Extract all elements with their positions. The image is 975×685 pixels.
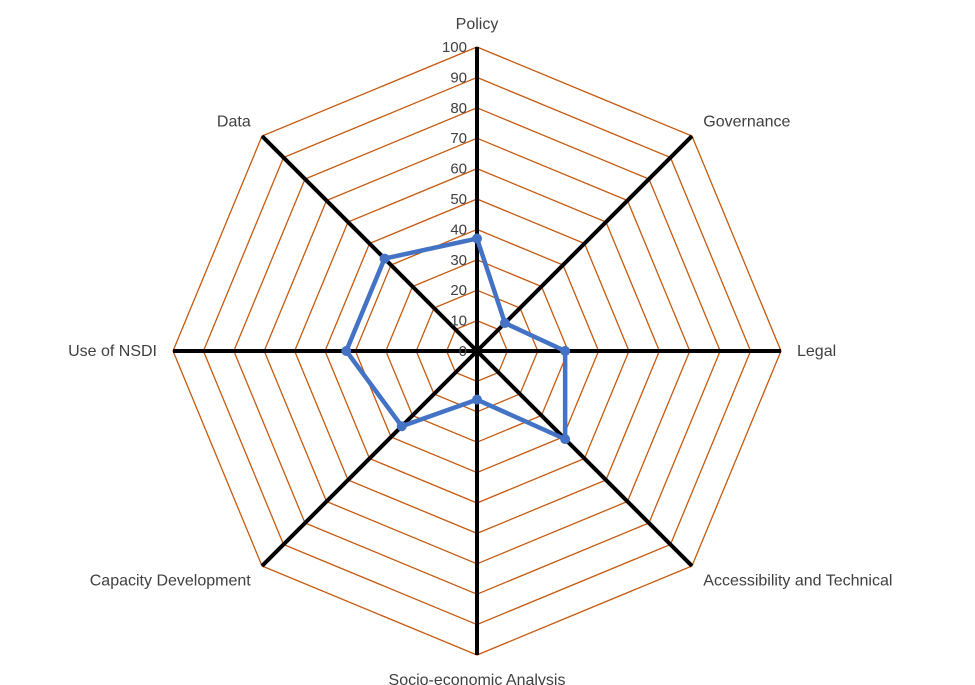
tick-label-20: 20 [450,282,467,299]
axis-label-legal: Legal [797,343,836,360]
axis-category-labels: Policy Governance Legal Accessibility and T… [68,16,892,685]
tick-label-50: 50 [450,191,467,208]
series-point-5 [396,421,407,432]
series-point-0 [472,233,482,244]
axis-spoke-7 [260,134,479,353]
axis-spoke-5 [260,349,479,568]
tick-label-0: 0 [459,343,467,360]
axis-label-use-of-nsdi: Use of NSDI [68,343,157,360]
tick-label-90: 90 [450,69,467,86]
axis-label-data: Data [217,114,251,131]
axis-label-socio-economic-analysis: Socio-economic Analysis [389,672,566,685]
axis-label-capacity-development: Capacity Development [90,572,252,589]
axis-label-accessibility-and-technical: Accessibility and Technical [703,572,892,589]
series-point-4 [472,394,482,405]
axis-spoke-3 [475,349,694,568]
series-point-2 [560,346,571,356]
tick-label-10: 10 [450,313,467,330]
tick-label-60: 60 [450,161,467,178]
axis-label-governance: Governance [703,114,790,131]
data-series [341,233,571,445]
tick-label-30: 30 [450,252,467,269]
series-point-6 [341,346,352,356]
axis-spokes [173,47,781,655]
series-point-1 [499,318,510,329]
tick-label-70: 70 [450,130,467,147]
tick-label-100: 100 [442,39,467,56]
radial-tick-labels: 0 10 20 30 40 50 60 70 80 90 100 [442,39,467,360]
series-point-3 [560,434,571,445]
axis-label-policy: Policy [456,16,499,33]
tick-label-80: 80 [450,100,467,117]
series-point-7 [379,253,390,264]
axis-spoke-1 [475,134,694,353]
tick-label-40: 40 [450,221,467,238]
